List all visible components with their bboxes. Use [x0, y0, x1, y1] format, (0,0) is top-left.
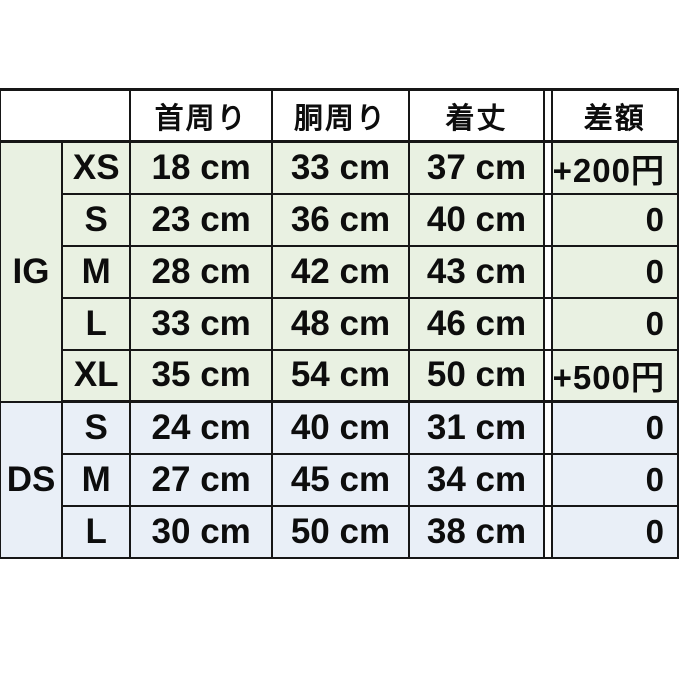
length-value: 34 cm — [407, 452, 546, 507]
table-row-ds-m: M 27 cm 45 cm 34 cm 0 — [0, 452, 680, 507]
size-cell: XS — [61, 140, 132, 195]
girth-value: 36 cm — [270, 192, 410, 247]
diff-value: 0 — [550, 504, 680, 559]
girth-value: 45 cm — [270, 452, 410, 507]
length-value: 31 cm — [407, 400, 546, 455]
length-value: 40 cm — [407, 192, 546, 247]
table-row-ig-xs: IG XS 18 cm 33 cm 37 cm +200円 — [0, 140, 680, 403]
corner-empty-cell — [0, 88, 132, 143]
column-header-length: 着丈 — [407, 88, 546, 143]
double-border-spacer — [543, 452, 553, 507]
size-cell: S — [61, 400, 132, 455]
neck-value: 23 cm — [129, 192, 273, 247]
girth-value: 42 cm — [270, 244, 410, 299]
neck-value: 24 cm — [129, 400, 273, 455]
diff-value: 0 — [550, 452, 680, 507]
neck-value: 33 cm — [129, 296, 273, 351]
table-row-ds-s: DS S 24 cm 40 cm 31 cm 0 — [0, 400, 680, 559]
table-row-ig-l: L 33 cm 48 cm 46 cm 0 — [0, 296, 680, 351]
neck-value: 30 cm — [129, 504, 273, 559]
double-border-spacer — [543, 296, 553, 351]
diff-value: 0 — [550, 400, 680, 455]
size-cell: L — [61, 296, 132, 351]
double-border-spacer — [543, 348, 553, 403]
size-cell: L — [61, 504, 132, 559]
double-border-spacer — [543, 88, 553, 143]
diff-value: 0 — [550, 192, 680, 247]
double-border-spacer — [543, 400, 553, 455]
table-row-ig-s: S 23 cm 36 cm 40 cm 0 — [0, 192, 680, 247]
diff-value: 0 — [550, 296, 680, 351]
neck-value: 18 cm — [129, 140, 273, 195]
column-header-diff: 差額 — [550, 88, 680, 143]
table-row-ds-l: L 30 cm 50 cm 38 cm 0 — [0, 504, 680, 559]
column-header-neck: 首周り — [129, 88, 273, 143]
girth-value: 50 cm — [270, 504, 410, 559]
double-border-spacer — [543, 192, 553, 247]
double-border-spacer — [543, 244, 553, 299]
girth-value: 54 cm — [270, 348, 410, 403]
diff-value: +200円 — [550, 140, 680, 195]
group-cell-ds: DS — [0, 400, 64, 559]
group-cell-ig: IG — [0, 140, 64, 403]
header-row: 首周り 胴周り 着丈 差額 — [0, 88, 680, 143]
double-border-spacer — [543, 504, 553, 559]
size-cell: XL — [61, 348, 132, 403]
neck-value: 35 cm — [129, 348, 273, 403]
size-chart-table: 首周り 胴周り 着丈 差額 IG XS 18 cm 33 cm 37 cm +2… — [0, 88, 680, 559]
neck-value: 27 cm — [129, 452, 273, 507]
diff-value: +500円 — [550, 348, 680, 403]
diff-value: 0 — [550, 244, 680, 299]
girth-value: 48 cm — [270, 296, 410, 351]
table-row-ig-xl: XL 35 cm 54 cm 50 cm +500円 — [0, 348, 680, 403]
length-value: 50 cm — [407, 348, 546, 403]
column-header-girth: 胴周り — [270, 88, 410, 143]
table-row-ig-m: M 28 cm 42 cm 43 cm 0 — [0, 244, 680, 299]
length-value: 38 cm — [407, 504, 546, 559]
length-value: 43 cm — [407, 244, 546, 299]
size-cell: M — [61, 452, 132, 507]
double-border-spacer — [543, 140, 553, 195]
length-value: 37 cm — [407, 140, 546, 195]
girth-value: 40 cm — [270, 400, 410, 455]
size-cell: S — [61, 192, 132, 247]
girth-value: 33 cm — [270, 140, 410, 195]
neck-value: 28 cm — [129, 244, 273, 299]
size-cell: M — [61, 244, 132, 299]
length-value: 46 cm — [407, 296, 546, 351]
